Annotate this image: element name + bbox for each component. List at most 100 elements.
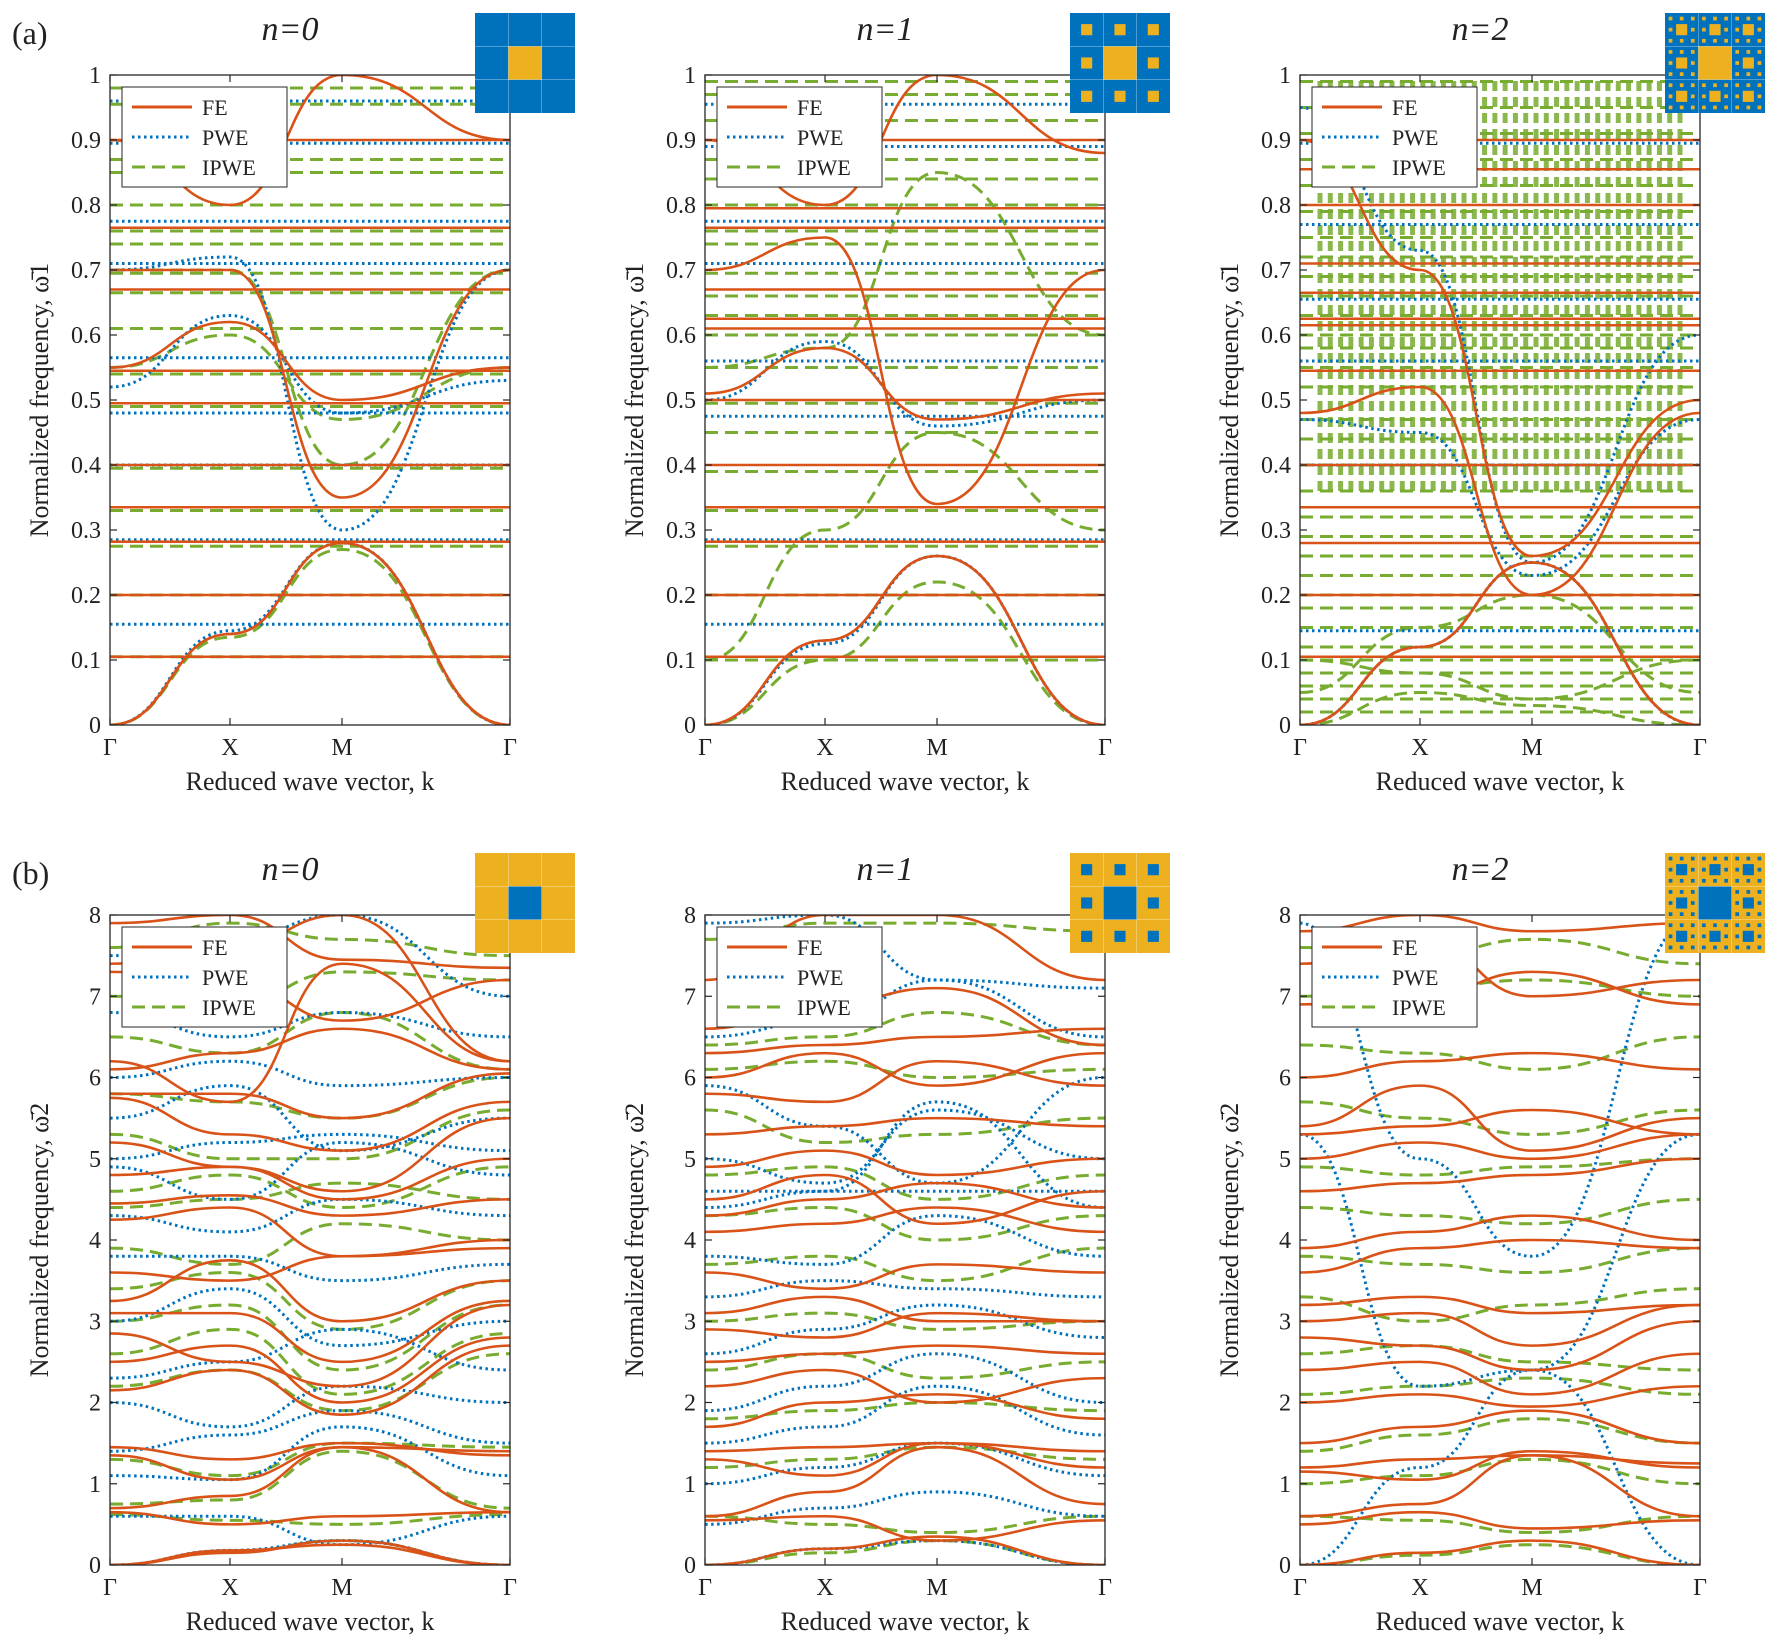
y-tick-label: 0.6 <box>1261 323 1291 349</box>
band-fe-disp-13 <box>1300 1157 1700 1193</box>
inset-sub-sub-inclusion <box>1757 105 1762 110</box>
x-tick-label: M <box>926 735 947 761</box>
inset-sub-sub-inclusion <box>1735 16 1740 21</box>
legend-label-fe: FE <box>797 935 823 960</box>
legend-label-ipwe: IPWE <box>797 155 851 180</box>
inset-sub-sub-inclusion <box>1757 878 1762 883</box>
y-tick-label: 7 <box>89 984 101 1010</box>
x-tick-label: M <box>926 1575 947 1601</box>
inset-sub-inclusion <box>1676 24 1688 36</box>
legend-label-fe: FE <box>202 95 228 120</box>
y-tick-label: 1 <box>684 63 696 89</box>
y-tick-label: 6 <box>684 1066 696 1092</box>
band-fe-disp-10 <box>705 1263 1105 1291</box>
band-pwe-disp-4 <box>110 1384 510 1429</box>
band-ipwe-disp-0 <box>1300 690 1700 725</box>
inset-sub-sub-inclusion <box>1746 83 1751 88</box>
band-fe-disp-3 <box>705 1441 1105 1477</box>
band-ipwe-disp-3 <box>1300 1417 1700 1453</box>
inset-sub-sub-inclusion <box>1757 50 1762 54</box>
y-tick-label: 0 <box>684 713 696 739</box>
band-fe-disp-0 <box>705 554 1105 725</box>
band-pwe-disp-5 <box>110 1327 510 1380</box>
y-tick-label: 8 <box>1279 903 1291 929</box>
band-ipwe-disp-2 <box>1300 593 1700 694</box>
y-tick-label: 0 <box>89 713 101 739</box>
band-fe-disp-3 <box>110 1445 510 1514</box>
unit-cell-inset <box>475 13 575 113</box>
band-fe-disp-4 <box>705 1441 1105 1469</box>
y-tick-label: 5 <box>89 1147 101 1173</box>
inset-sub-sub-inclusion <box>1679 16 1684 21</box>
legend-label-ipwe: IPWE <box>202 155 256 180</box>
band-ipwe-disp-11 <box>1300 1035 1700 1071</box>
inset-sub-sub-inclusion <box>1735 83 1740 88</box>
x-tick-label: X <box>1411 735 1428 761</box>
inset-sub-sub-inclusion <box>1735 94 1740 99</box>
band-ipwe-disp-5 <box>110 1327 510 1396</box>
inset-sub-sub-inclusion <box>1690 867 1695 872</box>
x-axis-label: Reduced wave vector, k <box>186 1607 435 1636</box>
band-pwe-disp-9 <box>110 1140 510 1201</box>
inset-sub-inclusion <box>1742 90 1754 102</box>
inset-inclusion <box>1103 46 1137 80</box>
inset-sub-sub-inclusion <box>1668 105 1673 110</box>
band-fe-disp-7 <box>705 1344 1105 1364</box>
y-tick-label: 0.4 <box>1261 453 1291 479</box>
inset-sub-sub-inclusion <box>1679 50 1684 54</box>
y-tick-label: 6 <box>1279 1066 1291 1092</box>
y-tick-label: 3 <box>1279 1309 1291 1335</box>
inset-sub-inclusion <box>1742 897 1754 909</box>
inset-sub-sub-inclusion <box>1746 912 1751 916</box>
inset-sub-sub-inclusion <box>1679 890 1684 894</box>
legend-box <box>1311 926 1478 1028</box>
band-pwe-disp-6 <box>110 1287 510 1348</box>
inset-sub-sub-inclusion <box>1668 878 1673 883</box>
legend-label-fe: FE <box>797 95 823 120</box>
band-ipwe-disp-9 <box>705 1108 1105 1145</box>
band-pwe-disp-6 <box>705 1279 1105 1299</box>
band-ipwe-disp-1 <box>1300 658 1700 701</box>
inset-inclusion <box>1698 46 1732 80</box>
inset-sub-sub-inclusion <box>1757 16 1762 21</box>
inset-sub-sub-inclusion <box>1690 16 1695 21</box>
inset-sub-sub-inclusion <box>1702 83 1706 88</box>
inset-sub-sub-inclusion <box>1757 61 1762 65</box>
band-fe-disp-1 <box>705 554 1105 725</box>
panels: 0 0.1 0.2 0.3 0.4 0.5 0.6 0.7 0.8 0.9 1 Γ X M Γ Reduced… <box>25 11 1765 1636</box>
inset-sub-sub-inclusion <box>1757 72 1762 76</box>
y-tick-label: 0.8 <box>666 193 696 219</box>
y-tick-label: 4 <box>684 1228 696 1254</box>
series-fe <box>110 75 510 725</box>
inset-sub-inclusion <box>1081 864 1093 876</box>
inset-sub-sub-inclusion <box>1735 105 1740 110</box>
band-fe-disp-9 <box>1300 1303 1700 1347</box>
band-ipwe-disp-8 <box>1300 1197 1700 1226</box>
inset-sub-sub-inclusion <box>1735 856 1740 861</box>
inset-sub-inclusion <box>1676 864 1688 876</box>
band-ipwe-disp-0 <box>705 580 1105 725</box>
plot-area <box>705 915 1105 1565</box>
band-fe-disp-11 <box>705 1206 1105 1234</box>
inset-inclusion <box>508 46 542 80</box>
inset-sub-sub-inclusion <box>1735 867 1740 872</box>
band-ipwe-disp-8 <box>705 1165 1105 1201</box>
inset-sub-sub-inclusion <box>1679 105 1684 110</box>
plot-area <box>1300 915 1700 1565</box>
series-fe <box>1300 915 1700 1565</box>
band-fe-disp-12 <box>705 1181 1105 1217</box>
y-tick-label: 0.7 <box>666 258 696 284</box>
x-axis-label: Reduced wave vector, k <box>186 767 435 796</box>
legend-label-pwe: PWE <box>797 125 843 150</box>
band-ipwe-disp-2 <box>1300 1457 1700 1486</box>
y-tick-label: 4 <box>89 1228 101 1254</box>
inset-sub-sub-inclusion <box>1679 72 1684 76</box>
band-fe-disp-1 <box>110 1543 510 1565</box>
inset-sub-sub-inclusion <box>1757 934 1762 939</box>
x-tick-label: X <box>221 735 238 761</box>
y-tick-label: 3 <box>89 1309 101 1335</box>
band-fe-disp-5 <box>705 1393 1105 1429</box>
y-tick-label: 5 <box>1279 1147 1291 1173</box>
legend: FE PWE IPWE <box>1311 86 1478 188</box>
